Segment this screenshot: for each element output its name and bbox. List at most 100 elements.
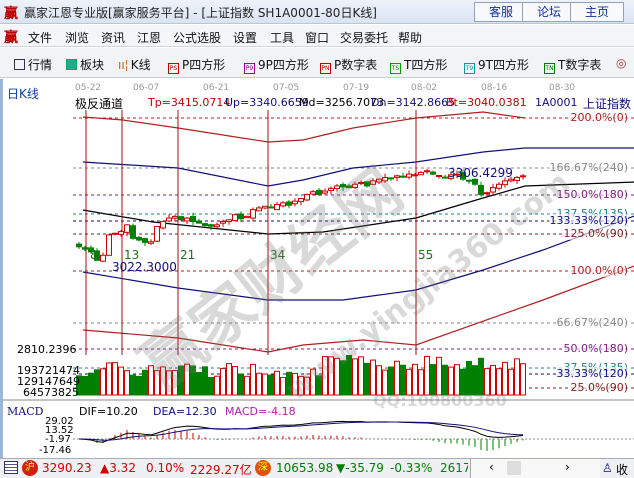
menu-tools[interactable]: 工具 <box>270 31 295 45</box>
volume-bar <box>268 374 274 396</box>
candle-body <box>100 254 106 262</box>
candle-body <box>292 200 298 205</box>
volume-bar <box>406 368 412 396</box>
homepage-button[interactable]: 主页 <box>570 2 624 22</box>
tool-label: P数字表 <box>334 58 378 72</box>
target-icon[interactable]: ◎ <box>616 56 627 70</box>
level-label: 66.67%(240) <box>556 316 628 329</box>
candle-body <box>106 234 112 256</box>
level-label: 50.0%(180) <box>563 342 628 355</box>
candle-body <box>376 178 382 183</box>
ts-icon: TS <box>390 63 401 74</box>
shanghai-badge: 沪 <box>22 460 38 476</box>
level-label: 166.67%(240) <box>549 161 628 174</box>
channel-lower <box>82 215 634 301</box>
volume-bar <box>292 372 298 396</box>
macd-value: MACD=-4.18 <box>225 405 296 418</box>
kline-chart[interactable]: 日K线 05-22 06-07 06-21 07-05 07-19 08-02 … <box>0 79 634 458</box>
volume-bar <box>436 356 442 396</box>
candle-body <box>334 185 340 190</box>
tool-9p-square[interactable]: P9 9P四方形 <box>244 56 309 74</box>
t9-icon: T9 <box>464 63 475 74</box>
candle-body <box>496 183 502 189</box>
tool-9t-square[interactable]: T9 9T四方形 <box>464 56 529 74</box>
tool-sectors[interactable]: 板块 <box>66 56 104 73</box>
menu-browse[interactable]: 浏览 <box>65 31 90 45</box>
volume-bar <box>340 360 346 396</box>
volume-bar <box>250 363 256 396</box>
menu-settings[interactable]: 设置 <box>233 31 258 45</box>
candle-body <box>514 177 520 181</box>
tool-p-table[interactable]: PN P数字表 <box>320 56 377 74</box>
menu-info[interactable]: 资讯 <box>101 31 126 45</box>
volume-bar <box>196 372 202 396</box>
candle-body <box>298 197 304 203</box>
customer-service-button[interactable]: 客服 <box>474 2 528 22</box>
indicator-name: 极反通道 <box>75 97 124 111</box>
pn-icon: PN <box>320 63 331 74</box>
scroll-thumb[interactable] <box>507 461 521 475</box>
menu-gann[interactable]: 江恩 <box>137 31 162 45</box>
candle-body <box>418 171 424 176</box>
candle-body <box>322 190 328 194</box>
candle-body <box>466 179 472 182</box>
volume-bar <box>484 368 490 396</box>
sh-index: 3290.23 <box>42 461 92 475</box>
volume-bar <box>334 357 340 396</box>
menu-file[interactable]: 文件 <box>28 31 53 45</box>
date-tick: 05-22 <box>75 83 102 93</box>
status-bar: 沪 3290.23 ▲3.32 0.10% 2229.27亿 深 10653.9… <box>0 458 634 478</box>
candle-body <box>460 172 466 180</box>
menu-help[interactable]: 帮助 <box>398 31 423 45</box>
grid-icon <box>14 59 25 70</box>
tool-t-square[interactable]: TS T四方形 <box>390 56 447 74</box>
forum-button[interactable]: 论坛 <box>522 2 576 22</box>
volume-bar <box>328 356 334 396</box>
tool-p-square[interactable]: PS P四方形 <box>168 56 225 74</box>
collect-button[interactable]: 收 <box>616 463 629 477</box>
scroll-right-icon[interactable]: › <box>565 460 570 474</box>
shenzhen-badge: 深 <box>255 460 271 476</box>
tool-t-table[interactable]: TN T数字表 <box>544 56 601 74</box>
menu-window[interactable]: 窗口 <box>305 31 330 45</box>
toolbar: 行情 板块 ıı¦ K线 PS P四方形 P9 9P四方形 PN P数字表 TS T四方形… <box>0 48 634 78</box>
candle-body <box>394 175 400 178</box>
sz-amount: 2617.15 <box>440 461 468 475</box>
volume-bar <box>346 354 352 396</box>
candle-body <box>262 205 268 209</box>
volume-bar <box>280 376 286 396</box>
fib-label: 34 <box>270 248 286 262</box>
menu-formula[interactable]: 公式选股 <box>173 31 222 45</box>
candle-body <box>214 224 220 228</box>
tool-label: P四方形 <box>182 58 226 72</box>
candle-body <box>112 232 118 235</box>
volume-bar <box>364 362 370 396</box>
level-label: 150.0%(180) <box>556 188 628 201</box>
ticker-scrollbar[interactable]: ‹ › <box>470 459 600 478</box>
sh-percent: 0.10% <box>146 461 185 475</box>
dea-line <box>78 421 524 441</box>
volume-bar <box>370 359 376 396</box>
macd-axis-label: -17.46 <box>39 445 72 456</box>
macd-dif: DIF=10.20 <box>79 405 138 418</box>
volume-bar <box>262 373 268 396</box>
volume-bar <box>226 363 232 396</box>
volume-bar <box>220 367 226 396</box>
volume-bar <box>130 374 136 396</box>
tool-quotes[interactable]: 行情 <box>14 56 52 73</box>
period-label[interactable]: 日K线 <box>7 87 39 101</box>
candle-body <box>490 187 496 193</box>
calendar-icon[interactable] <box>4 461 18 474</box>
volume-bar <box>118 366 124 396</box>
scroll-left-icon[interactable]: ‹ <box>489 460 494 474</box>
volume-bar <box>412 363 418 396</box>
chart-canvas <box>3 110 634 452</box>
candle-body <box>190 215 196 222</box>
menu-trade[interactable]: 交易委托 <box>340 31 389 45</box>
tool-kline[interactable]: ıı¦ K线 <box>118 56 151 73</box>
tn-icon: TN <box>544 63 555 74</box>
candle-body <box>166 217 172 222</box>
macd-axis-label: 13.52 <box>45 425 74 436</box>
high-price-label: 3306.4299 <box>448 166 513 180</box>
candle-body <box>250 209 256 219</box>
